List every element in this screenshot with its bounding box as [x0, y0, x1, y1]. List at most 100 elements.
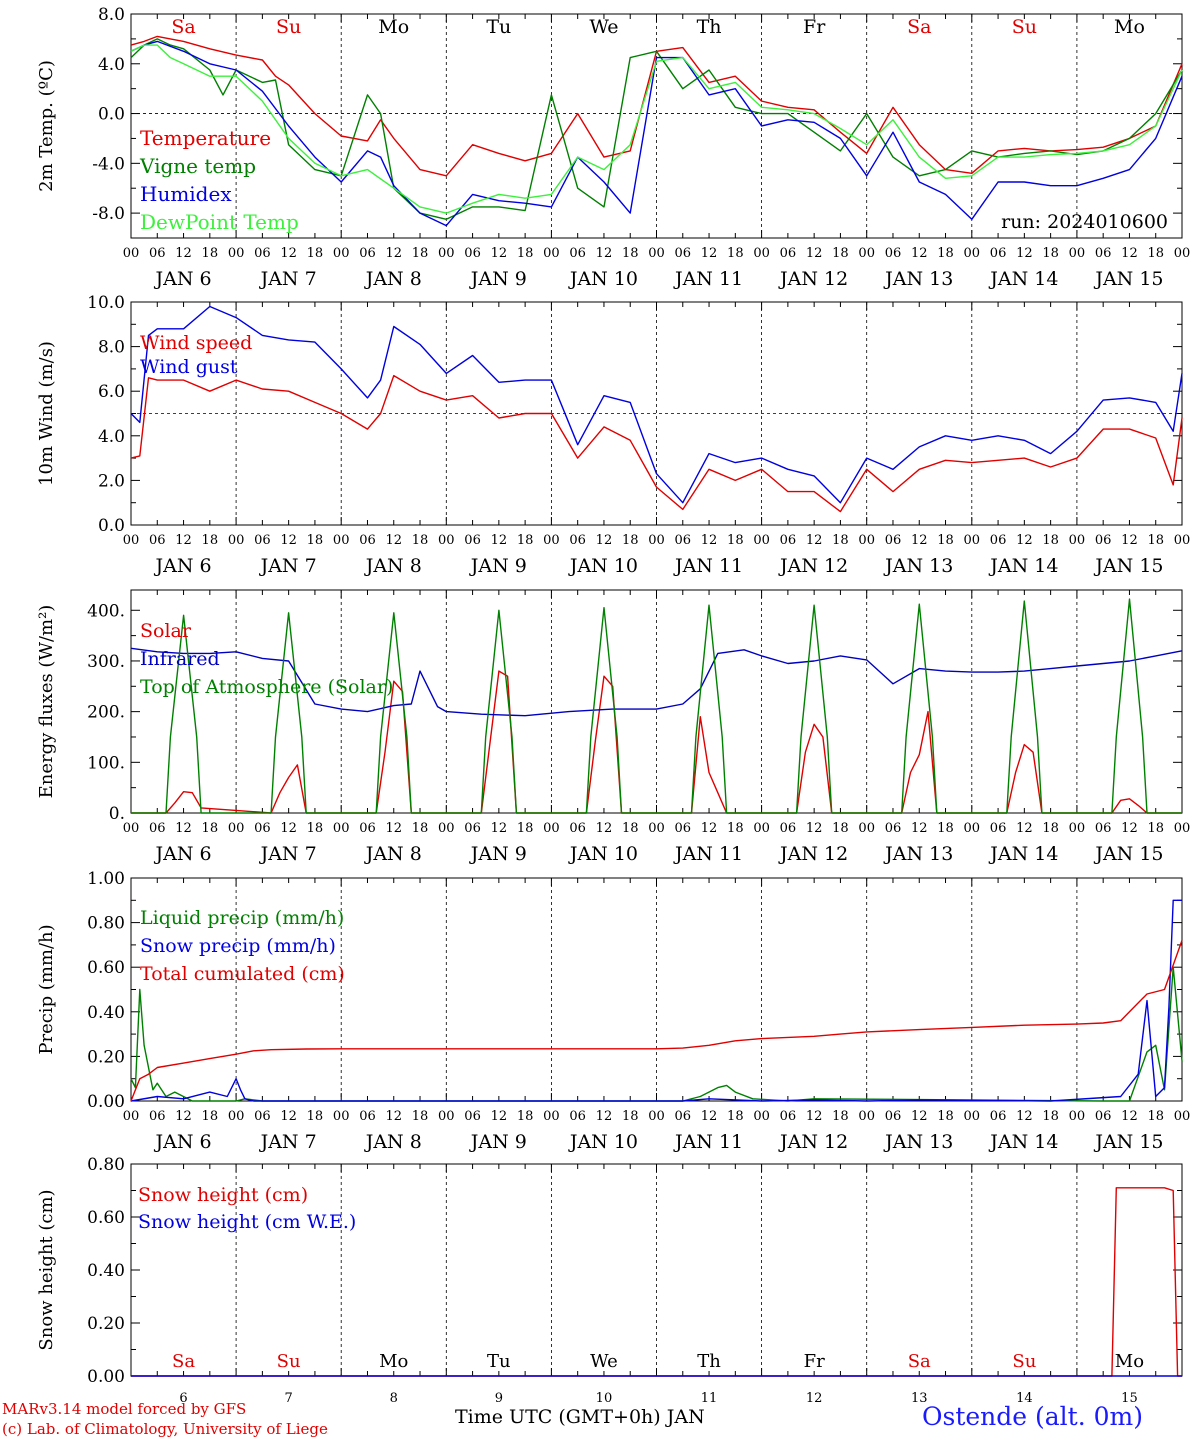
hour-tick-label: 12 — [1016, 246, 1033, 261]
hour-tick-label: 00 — [964, 1109, 981, 1124]
hour-tick-label: 06 — [885, 533, 902, 548]
day-name: Fr — [803, 16, 826, 38]
hour-tick-label: 00 — [438, 1109, 455, 1124]
hour-tick-label: 12 — [385, 1109, 402, 1124]
day-name: Th — [697, 1351, 721, 1372]
hour-tick-label: 06 — [359, 246, 376, 261]
y-tick-label: -4.0 — [92, 154, 125, 174]
hour-tick-label: 06 — [149, 533, 166, 548]
hour-tick-label: 18 — [412, 246, 429, 261]
x-axis-label: Time UTC (GMT+0h) JAN — [455, 1406, 705, 1428]
hour-tick-label: 06 — [569, 246, 586, 261]
date-label: JAN 12 — [778, 268, 848, 290]
hour-tick-label: 18 — [622, 246, 639, 261]
hour-tick-label: 18 — [727, 533, 744, 548]
hour-tick-label: 00 — [648, 1109, 665, 1124]
hour-tick-label: 00 — [964, 821, 981, 836]
hour-tick-label: 00 — [648, 246, 665, 261]
hour-tick-label: 00 — [858, 821, 875, 836]
date-label: JAN 6 — [154, 843, 212, 865]
date-label: JAN 11 — [673, 555, 743, 577]
series-line-top-of-atmosphere-solar- — [131, 598, 1182, 814]
hour-tick-label: 12 — [911, 246, 928, 261]
hour-tick-label: 00 — [858, 246, 875, 261]
legend-entry: Wind speed — [140, 332, 252, 354]
hour-tick-label: 12 — [280, 821, 297, 836]
hour-tick-label: 18 — [832, 246, 849, 261]
date-label: JAN 8 — [364, 1131, 422, 1153]
hour-tick-label: 12 — [806, 1109, 823, 1124]
legend-entry: Total cumulated (cm) — [140, 963, 345, 985]
hour-tick-label: 00 — [753, 246, 770, 261]
hour-tick-label: 12 — [1121, 533, 1138, 548]
day-name: Mo — [1114, 16, 1145, 38]
hour-tick-label: 00 — [438, 533, 455, 548]
hour-tick-label: 00 — [1174, 246, 1191, 261]
y-tick-label: 0.80 — [87, 1155, 125, 1175]
hour-tick-label: 18 — [517, 246, 534, 261]
hour-tick-label: 12 — [911, 533, 928, 548]
hour-tick-label: 06 — [990, 533, 1007, 548]
y-tick-label: 0.00 — [87, 1367, 125, 1387]
y-tick-label: 6.0 — [98, 382, 125, 402]
series-line-vigne-temp — [130, 38, 1183, 221]
hour-tick-label: 18 — [1147, 1109, 1164, 1124]
date-label: JAN 14 — [988, 843, 1058, 865]
hour-tick-label: 18 — [832, 821, 849, 836]
hour-tick-label: 00 — [1174, 821, 1191, 836]
y-tick-label: 10.0 — [87, 293, 125, 313]
hour-tick-label: 12 — [1016, 533, 1033, 548]
hour-tick-label: 18 — [727, 246, 744, 261]
hour-tick-label: 06 — [569, 1109, 586, 1124]
hour-tick-label: 06 — [885, 1109, 902, 1124]
hour-tick-label: 00 — [543, 1109, 560, 1124]
y-tick-label: 400. — [87, 601, 125, 621]
hour-tick-label: 18 — [727, 821, 744, 836]
hour-tick-label: 00 — [964, 533, 981, 548]
hour-tick-label: 12 — [1016, 821, 1033, 836]
hour-tick-label: 18 — [202, 533, 219, 548]
y-tick-label: 8.0 — [98, 338, 125, 358]
day-number: 8 — [390, 1391, 398, 1406]
hour-tick-label: 00 — [333, 1109, 350, 1124]
hour-tick-label: 06 — [780, 1109, 797, 1124]
date-label: JAN 13 — [883, 268, 953, 290]
legend-entry: Top of Atmosphere (Solar) — [140, 676, 393, 698]
day-name: We — [590, 1351, 618, 1372]
hour-tick-label: 12 — [701, 533, 718, 548]
hour-tick-label: 18 — [727, 1109, 744, 1124]
hour-tick-label: 18 — [517, 533, 534, 548]
hour-tick-label: 18 — [1042, 1109, 1059, 1124]
hour-tick-label: 12 — [806, 246, 823, 261]
hour-tick-label: 12 — [806, 821, 823, 836]
hour-tick-label: 18 — [202, 1109, 219, 1124]
hour-tick-label: 06 — [359, 1109, 376, 1124]
y-tick-label: 1.00 — [87, 869, 125, 889]
date-label: JAN 14 — [988, 268, 1058, 290]
day-name: Su — [1012, 1351, 1036, 1372]
hour-tick-label: 12 — [1016, 1109, 1033, 1124]
hour-tick-label: 12 — [596, 533, 613, 548]
hour-tick-label: 00 — [333, 246, 350, 261]
hour-tick-label: 18 — [832, 533, 849, 548]
y-axis-label: 2m Temp. (ºC) — [36, 60, 57, 192]
legend-entry: Snow height (cm) — [138, 1184, 308, 1206]
hour-tick-label: 06 — [464, 821, 481, 836]
hour-tick-label: 06 — [990, 821, 1007, 836]
hour-tick-label: 06 — [149, 246, 166, 261]
hour-tick-label: 00 — [123, 821, 140, 836]
legend-entry: Snow height (cm W.E.) — [138, 1211, 356, 1233]
hour-tick-label: 06 — [675, 1109, 692, 1124]
day-number: 12 — [806, 1391, 823, 1406]
hour-tick-label: 18 — [517, 821, 534, 836]
date-label: JAN 6 — [154, 268, 212, 290]
hour-tick-label: 12 — [596, 821, 613, 836]
date-label: JAN 7 — [259, 843, 317, 865]
date-label: JAN 9 — [469, 1131, 527, 1153]
hour-tick-label: 18 — [307, 821, 324, 836]
hour-tick-label: 12 — [596, 246, 613, 261]
y-tick-label: 0.80 — [87, 914, 125, 934]
hour-tick-label: 12 — [701, 821, 718, 836]
day-name: Mo — [378, 16, 409, 38]
day-name: Su — [1012, 16, 1037, 38]
